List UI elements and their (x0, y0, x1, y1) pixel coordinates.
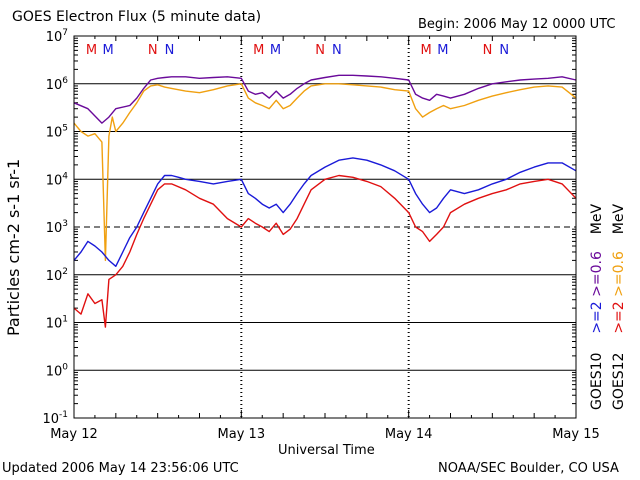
midnight-marker: M (86, 43, 97, 58)
legend-goes10-label: GOES10 (589, 352, 605, 410)
y-tick-label: 10-1 (42, 410, 68, 427)
series-lines (73, 74, 577, 328)
noon-marker: N (165, 43, 175, 58)
legend-unit-bottom: MeV (611, 203, 627, 235)
noon-marker: N (148, 43, 158, 58)
midnight-marker: M (103, 43, 114, 58)
y-tick-label: 107 (46, 28, 68, 45)
midnight-marker: M (437, 43, 448, 58)
y-tick-label: 105 (46, 124, 68, 141)
begin-date: Begin: 2006 May 12 0000 UTC (418, 17, 616, 32)
legend-unit-top: MeV (589, 203, 605, 235)
y-tick-label: 101 (46, 315, 68, 332)
legend-goes12: GOES12 >=2 >=0.6 MeV (611, 203, 627, 410)
legend-goes12-e2: >=2 (611, 301, 627, 334)
x-tick-label: May 12 (50, 427, 98, 442)
legend-goes10-e2: >=2 (589, 301, 605, 334)
legend-goes10: GOES10 >=2 >=0.6 MeV (589, 203, 605, 410)
y-tick-label: 102 (46, 267, 68, 284)
y-tick-label: 104 (46, 171, 69, 188)
series-line-goes12-e2 (73, 83, 577, 262)
y-tick-label: 100 (46, 362, 69, 379)
legend-goes12-label: GOES12 (611, 352, 627, 410)
plot-frame (73, 35, 577, 419)
legend-goes10-e06: >=0.6 (589, 251, 605, 297)
y-tick-label: 106 (46, 76, 69, 93)
series-line-goes10-e06 (73, 157, 577, 267)
midnight-marker: M (253, 43, 264, 58)
x-tick-labels: May 12 May 13 May 14 May 15 (50, 427, 600, 442)
x-tick-label: May 15 (552, 427, 600, 442)
updated-timestamp: Updated 2006 May 14 23:56:06 UTC (2, 461, 239, 476)
x-tick-label: May 14 (385, 427, 433, 442)
series-line-goes12-e06 (73, 74, 577, 124)
y-axis-label: Particles cm-2 s-1 sr-1 (4, 158, 23, 336)
x-axis-label: Universal Time (278, 443, 375, 458)
midnight-marker: M (270, 43, 281, 58)
chart-title: GOES Electron Flux (5 minute data) (12, 9, 262, 25)
noon-marker: N (499, 43, 509, 58)
noon-marker: N (332, 43, 342, 58)
y-tick-labels: 107 106 105 104 103 102 101 100 10-1 (42, 28, 68, 427)
noon-marker: N (315, 43, 325, 58)
legend-goes12-e06: >=0.6 (611, 251, 627, 297)
midnight-marker: M (420, 43, 431, 58)
credit-text: NOAA/SEC Boulder, CO USA (438, 461, 619, 476)
x-tick-label: May 13 (218, 427, 266, 442)
series-line-goes10-e2 (73, 174, 577, 328)
y-tick-label: 103 (46, 219, 68, 236)
noon-marker: N (483, 43, 493, 58)
y-axis-label-text: Particles cm-2 s-1 sr-1 (4, 158, 23, 336)
